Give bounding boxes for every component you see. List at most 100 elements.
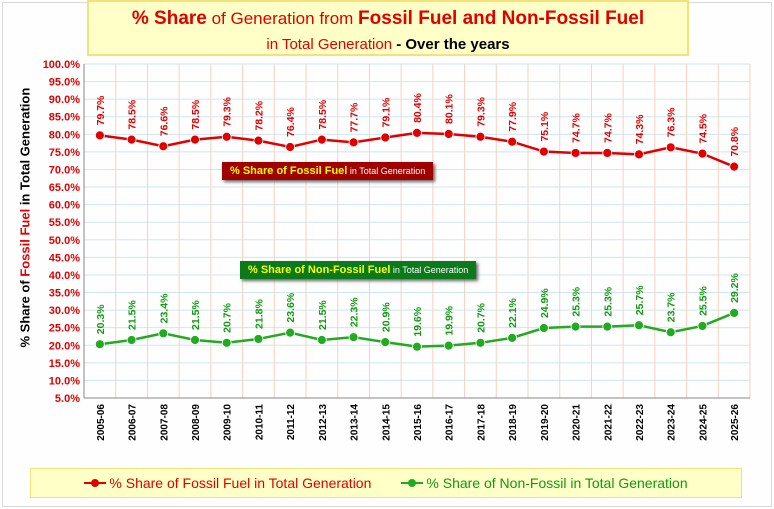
data-label: 25.3% — [571, 286, 583, 316]
data-point — [190, 335, 200, 345]
y-tick-label: 85.0% — [49, 112, 80, 124]
data-label: 77.9% — [507, 101, 519, 131]
data-label: 21.5% — [190, 300, 202, 330]
data-point — [570, 148, 581, 158]
legend-nonfossil: % Share of Non-Fossil in Total Generatio… — [401, 475, 688, 491]
data-point — [665, 142, 676, 153]
data-label: 70.8% — [729, 126, 741, 156]
x-tick-label: 2021-22 — [603, 404, 614, 441]
data-point — [253, 135, 264, 146]
data-point — [507, 332, 518, 343]
chart-title: % Share of Generation from Fossil Fuel a… — [87, 0, 689, 56]
y-tick-label: 90.0% — [49, 94, 80, 106]
title-part: - Over the years — [392, 36, 510, 53]
fossil-annotation: % Share of Fossil Fuel in Total Generati… — [222, 162, 434, 180]
legend-green-marker-icon — [401, 479, 424, 487]
x-tick-label: 2007-08 — [159, 404, 170, 441]
y-tick-label: 80.0% — [49, 129, 80, 141]
y-axis-label: % Share of Fossil Fuel in Total Generati… — [17, 87, 33, 348]
data-point — [380, 132, 391, 143]
y-tick-label: 55.0% — [49, 217, 80, 229]
data-point — [285, 142, 296, 152]
y-tick-label: 45.0% — [49, 252, 80, 264]
data-point — [602, 321, 613, 332]
data-label: 20.7% — [222, 302, 234, 332]
data-point — [412, 341, 422, 352]
y-tick-label: 100.0% — [43, 59, 81, 71]
data-label: 78.5% — [190, 99, 202, 129]
x-tick-label: 2024-25 — [698, 404, 709, 441]
y-tick-label: 35.0% — [49, 288, 80, 300]
x-tick-label: 2006-07 — [128, 404, 139, 441]
data-label: 23.4% — [158, 293, 170, 323]
legend-red-marker-icon — [84, 479, 107, 487]
x-tick-label: 2008-09 — [191, 404, 202, 441]
data-label: 25.7% — [634, 285, 646, 315]
y-tick-label: 25.0% — [49, 323, 80, 335]
data-label: 80.4% — [412, 92, 424, 122]
x-tick-label: 2023-24 — [667, 404, 678, 441]
data-point — [697, 321, 708, 331]
x-tick-label: 2009-10 — [223, 404, 234, 441]
legend-fossil: % Share of Fossil Fuel in Total Generati… — [84, 475, 371, 491]
data-label: 20.9% — [380, 302, 392, 332]
data-point — [126, 134, 137, 145]
data-point — [285, 327, 296, 338]
data-label: 77.7% — [349, 102, 361, 132]
data-label: 80.1% — [444, 94, 456, 124]
data-label: 23.6% — [285, 292, 297, 322]
data-label: 23.7% — [666, 292, 678, 322]
data-point — [158, 328, 169, 339]
data-label: 76.3% — [666, 107, 678, 137]
data-label: 78.5% — [317, 99, 329, 129]
data-label: 76.6% — [158, 106, 170, 136]
data-label: 20.7% — [475, 302, 487, 332]
data-label: 21.5% — [127, 300, 139, 330]
data-point — [665, 327, 676, 338]
data-point — [634, 320, 644, 331]
y-tick-label: 20.0% — [49, 340, 80, 352]
data-label: 25.3% — [602, 286, 614, 316]
data-label: 79.3% — [475, 96, 487, 126]
x-tick-label: 2012-13 — [318, 404, 329, 441]
data-label: 22.1% — [507, 297, 519, 327]
data-point — [94, 130, 105, 141]
title-part: Fossil Fuel and Non-Fossil Fuel — [358, 8, 645, 29]
x-tick-label: 2020-21 — [572, 404, 583, 441]
data-label: 76.4% — [285, 107, 297, 137]
data-point — [634, 149, 644, 160]
data-label: 79.1% — [380, 97, 392, 127]
data-label: 79.7% — [95, 95, 107, 125]
data-label: 21.5% — [317, 300, 329, 330]
title-part: in Total Generation — [266, 36, 393, 53]
data-label: 78.2% — [253, 100, 265, 130]
data-label: 74.7% — [602, 113, 614, 143]
x-tick-label: 2014-15 — [381, 404, 392, 441]
x-tick-label: 2025-26 — [730, 404, 741, 441]
y-tick-label: 65.0% — [49, 182, 80, 194]
data-label: 24.9% — [539, 288, 551, 318]
data-label: 25.5% — [697, 285, 709, 315]
data-point — [507, 136, 518, 147]
title-part: of Generation from — [206, 9, 359, 28]
data-point — [253, 334, 264, 344]
y-tick-label: 70.0% — [49, 164, 80, 176]
x-tick-label: 2011-12 — [286, 404, 297, 441]
x-tick-label: 2019-20 — [540, 404, 551, 441]
x-tick-label: 2022-23 — [635, 404, 646, 441]
data-point — [221, 337, 232, 348]
x-tick-label: 2015-16 — [413, 404, 424, 441]
data-point — [412, 128, 422, 138]
title-part: % Share — [131, 8, 207, 29]
data-point — [94, 339, 105, 350]
data-point — [443, 129, 454, 139]
data-label: 78.5% — [127, 99, 139, 129]
y-tick-label: 95.0% — [49, 77, 80, 89]
y-tick-label: 40.0% — [49, 270, 80, 282]
y-tick-label: 30.0% — [49, 305, 80, 317]
data-label: 29.2% — [729, 272, 741, 302]
data-point — [475, 131, 486, 142]
data-point — [570, 321, 581, 332]
data-point — [729, 161, 740, 172]
